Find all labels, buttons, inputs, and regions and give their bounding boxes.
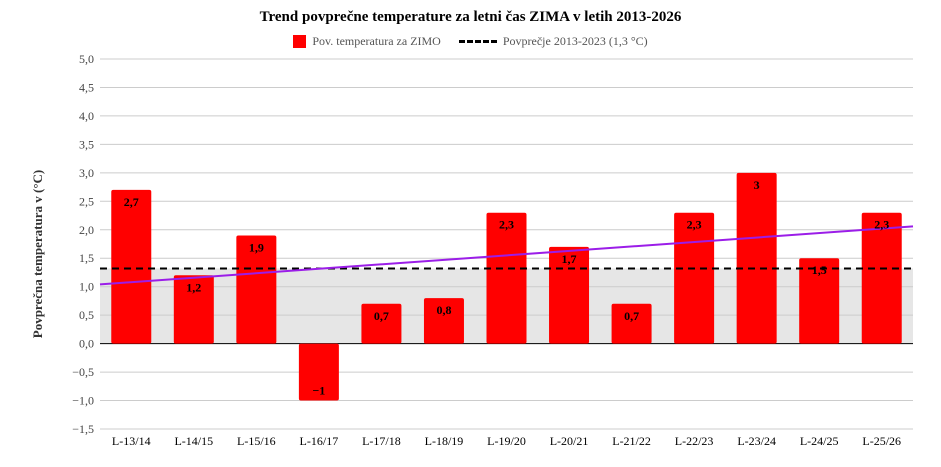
data-label: 2,7 (124, 195, 139, 209)
bar (674, 212, 715, 344)
bar (236, 235, 277, 344)
y-tick-label: −0,5 (72, 365, 94, 379)
data-label: 2,3 (874, 218, 889, 232)
bar (799, 258, 840, 344)
bar (549, 246, 590, 344)
data-label: −1 (312, 384, 325, 398)
legend-swatch-bars (293, 35, 307, 48)
y-tick-label: 1,5 (79, 251, 94, 265)
y-tick-label: 0,0 (79, 337, 94, 351)
x-tick-label: L-19/20 (487, 434, 526, 448)
y-tick-label: 5,0 (79, 52, 94, 66)
x-tick-label: L-17/18 (362, 434, 401, 448)
x-tick-label: L-16/17 (300, 434, 339, 448)
data-label: 0,7 (374, 309, 389, 323)
y-tick-label: 4,0 (79, 109, 94, 123)
legend-label-bars: Pov. temperatura za ZIMO (312, 34, 441, 48)
bar (486, 212, 527, 344)
trend-line (99, 225, 914, 286)
data-label: 1,2 (186, 280, 201, 294)
bar (423, 298, 464, 344)
x-tick-label: L-13/14 (112, 434, 151, 448)
y-tick-label: 2,0 (79, 223, 94, 237)
x-tick-label: L-18/19 (425, 434, 464, 448)
legend-item-bars: Pov. temperatura za ZIMO (293, 34, 441, 49)
bar (736, 172, 777, 344)
legend-label-average: Povprečje 2013-2023 (1,3 °C) (502, 34, 648, 48)
data-label: 3 (754, 178, 760, 192)
legend-item-average: Povprečje 2013-2023 (1,3 °C) (458, 34, 648, 49)
data-label: 2,3 (499, 218, 514, 232)
y-tick-label: −1,5 (72, 422, 94, 436)
x-tick-label: L-21/22 (612, 434, 651, 448)
y-tick-label: −1,0 (72, 394, 94, 408)
legend-swatch-average (458, 40, 497, 43)
data-label: 1,7 (562, 252, 577, 266)
x-tick-label: L-23/24 (737, 434, 776, 448)
chart-title: Trend povprečne temperature za letni čas… (259, 9, 682, 25)
bar (361, 303, 402, 344)
x-tick-label: L-15/16 (237, 434, 276, 448)
bar (611, 303, 652, 344)
data-label: 1,5 (812, 263, 827, 277)
x-tick-label: L-25/26 (862, 434, 901, 448)
data-label: 0,8 (436, 303, 451, 317)
bar (111, 189, 152, 344)
x-tick-label: L-20/21 (550, 434, 589, 448)
bar (173, 275, 214, 344)
y-tick-label: 2,5 (79, 194, 94, 208)
data-label: 0,7 (624, 309, 639, 323)
x-tick-label: L-24/25 (800, 434, 839, 448)
chart-legend: Pov. temperatura za ZIMO Povprečje 2013-… (0, 34, 941, 49)
y-tick-label: 3,0 (79, 166, 94, 180)
y-tick-label: 4,5 (79, 80, 94, 94)
y-tick-label: 3,5 (79, 137, 94, 151)
y-tick-label: 0,5 (79, 308, 94, 322)
bar (298, 343, 339, 401)
data-label: 2,3 (687, 218, 702, 232)
x-tick-label: L-22/23 (675, 434, 714, 448)
y-tick-label: 1,0 (79, 280, 94, 294)
x-tick-label: L-14/15 (174, 434, 213, 448)
bar (861, 212, 902, 344)
data-label: 1,9 (249, 240, 264, 254)
